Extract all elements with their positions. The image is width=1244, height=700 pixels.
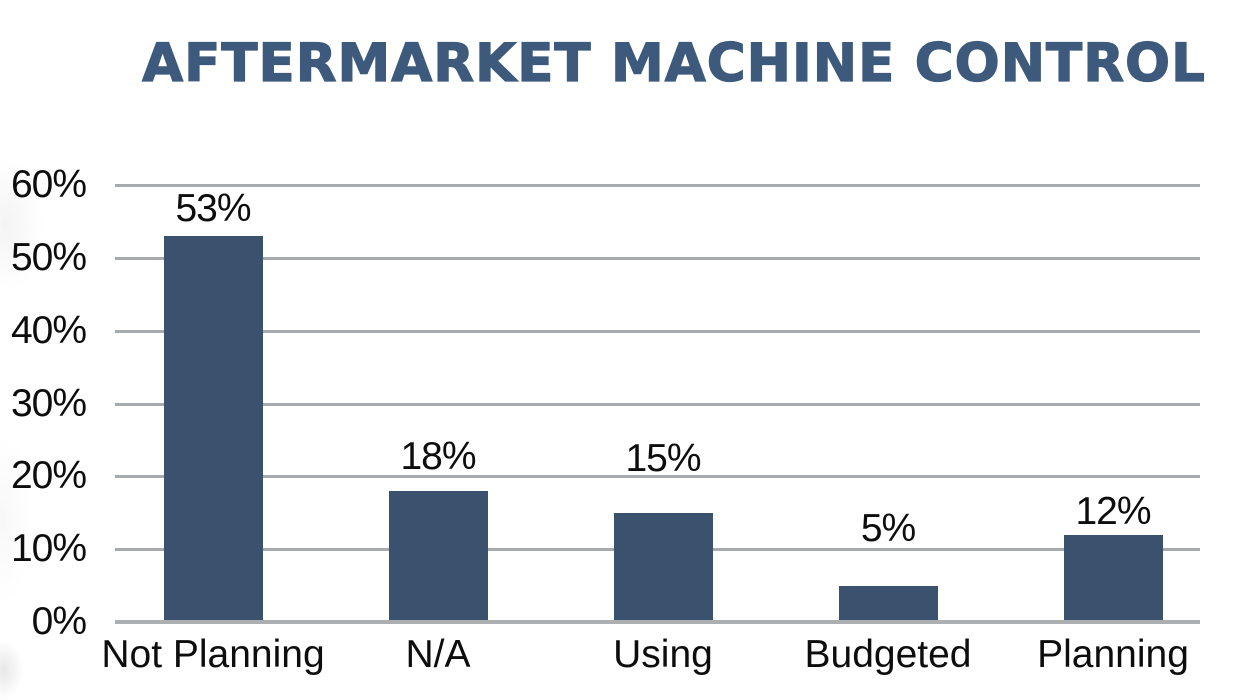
y-axis-tick-label: 30% bbox=[10, 382, 87, 425]
y-axis-tick-label: 50% bbox=[10, 236, 87, 279]
gridline-30 bbox=[115, 403, 1200, 406]
bar-budgeted bbox=[838, 586, 938, 620]
bar-using bbox=[613, 513, 713, 620]
bar-value-label-planning: 12% bbox=[1075, 490, 1151, 533]
x-axis-category-label-planning: Planning bbox=[1037, 633, 1189, 676]
bar-value-label-n-a: 18% bbox=[400, 435, 476, 478]
bar-value-label-using: 15% bbox=[625, 437, 701, 480]
gridline-60 bbox=[115, 184, 1200, 187]
y-axis-tick-label: 10% bbox=[10, 527, 87, 570]
x-axis-category-label-n-a: N/A bbox=[405, 633, 471, 676]
gridline-20 bbox=[115, 475, 1200, 478]
gridline-0 bbox=[115, 620, 1200, 624]
gridline-40 bbox=[115, 330, 1200, 333]
y-axis-tick-label: 40% bbox=[10, 309, 87, 352]
bar-value-label-budgeted: 5% bbox=[860, 507, 916, 550]
gridline-50 bbox=[115, 257, 1200, 260]
bar-planning bbox=[1063, 535, 1163, 620]
x-axis-category-label-budgeted: Budgeted bbox=[804, 633, 972, 676]
bar-n-a bbox=[388, 491, 488, 620]
bar-value-label-not-planning: 53% bbox=[175, 187, 251, 230]
x-axis-category-label-using: Using bbox=[613, 633, 713, 676]
chart-title: AFTERMARKET MACHINE CONTROL bbox=[142, 33, 1206, 94]
bar-not-planning bbox=[163, 236, 263, 620]
x-axis-category-label-not-planning: Not Planning bbox=[101, 633, 325, 676]
y-axis-tick-label: 60% bbox=[10, 163, 87, 206]
y-axis-tick-label: 0% bbox=[31, 600, 87, 643]
y-axis-tick-label: 20% bbox=[10, 454, 87, 497]
